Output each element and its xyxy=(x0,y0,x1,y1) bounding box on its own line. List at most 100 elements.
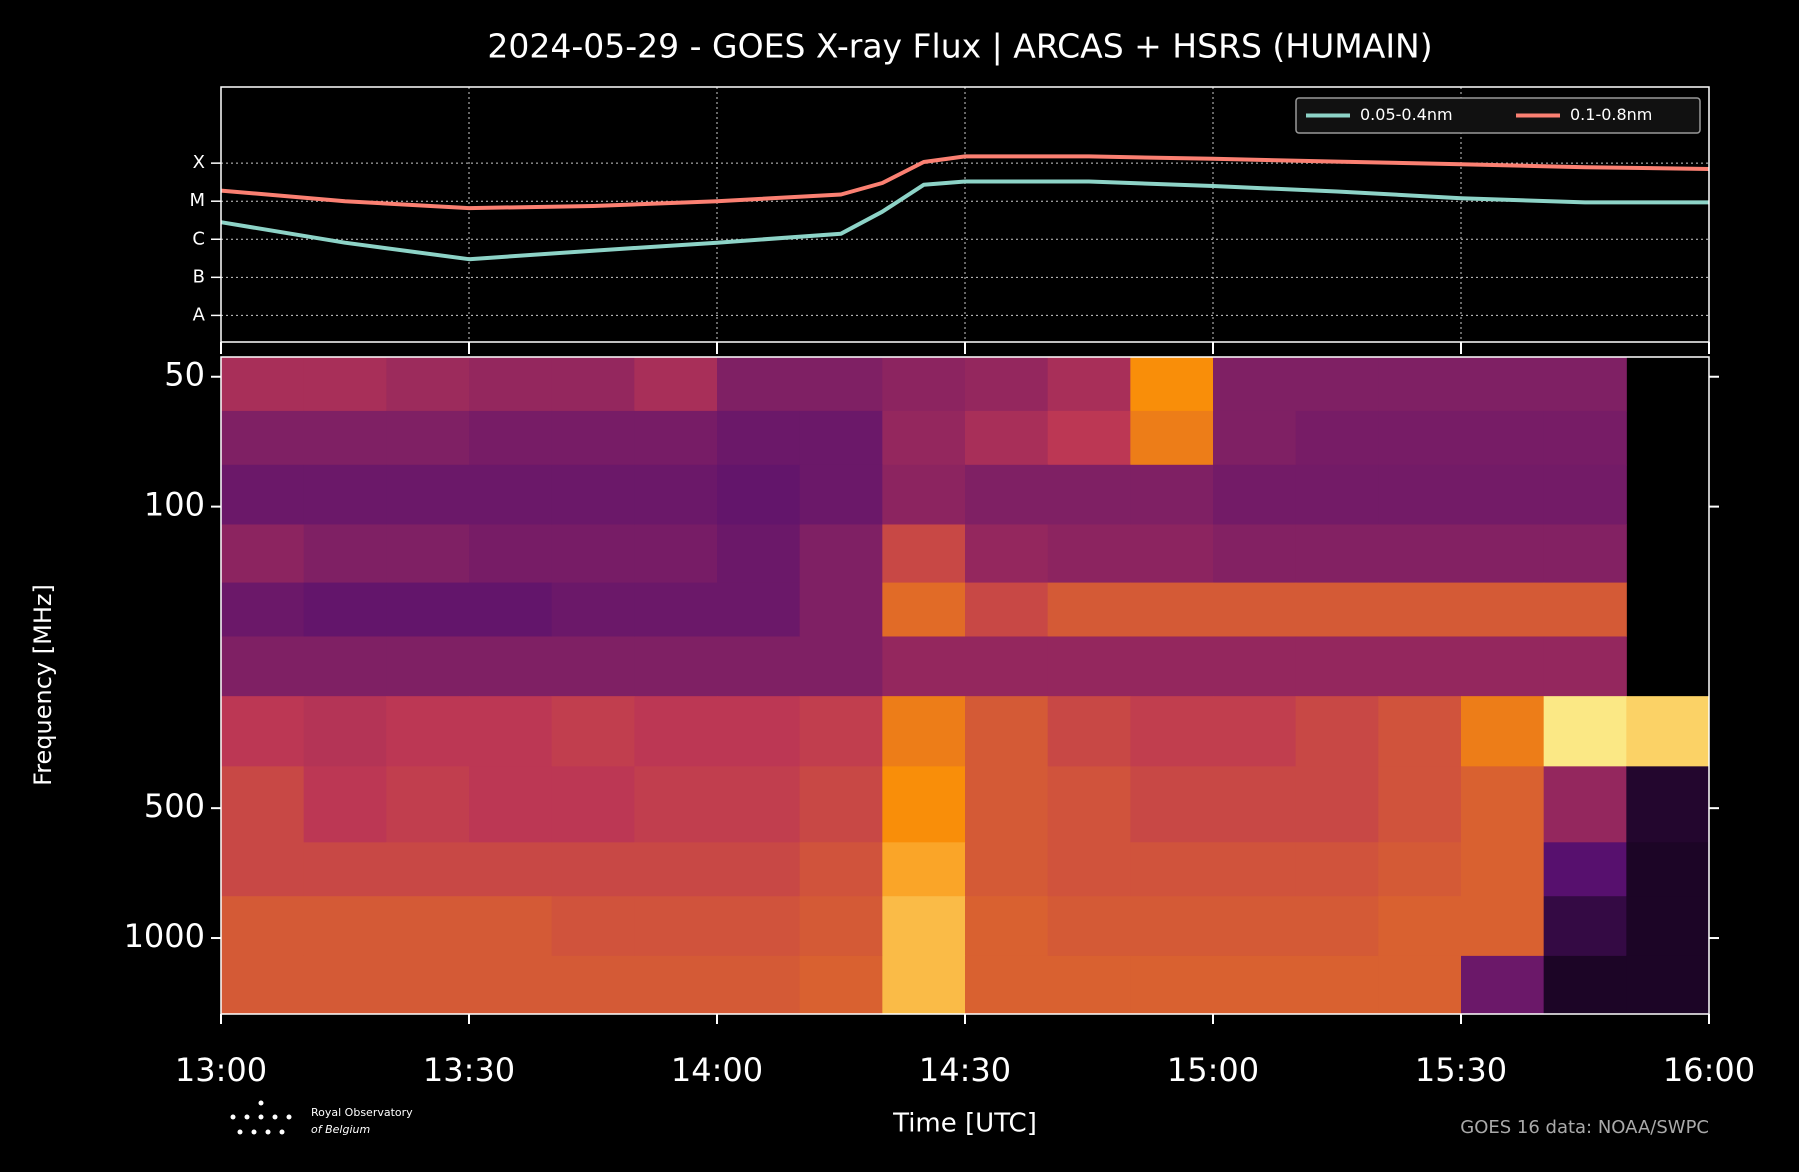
heatmap-cell xyxy=(717,842,801,897)
heatmap-cell xyxy=(799,410,883,466)
heatmap-cell xyxy=(1461,766,1545,843)
x-tick-label: 13:00 xyxy=(175,1051,267,1089)
x-axis-label: Time [UTC] xyxy=(892,1109,1037,1139)
heatmap-cell xyxy=(1543,524,1627,584)
heatmap-cell xyxy=(882,464,966,525)
heatmap-cell xyxy=(386,524,470,584)
heatmap-cell xyxy=(1378,766,1462,843)
heatmap-cell xyxy=(1461,955,1545,1015)
heatmap-cell xyxy=(469,524,553,584)
y-tick-label: A xyxy=(193,304,206,325)
heatmap-cell xyxy=(1295,766,1379,843)
heatmap-cell xyxy=(717,410,801,466)
heatmap-cell xyxy=(1047,524,1131,584)
heatmap-cell xyxy=(717,357,801,412)
heatmap-cell xyxy=(1626,766,1710,843)
y-tick-label: C xyxy=(192,228,205,249)
heatmap-cell xyxy=(1047,896,1131,957)
heatmap-cell xyxy=(1461,357,1545,412)
heatmap-cell xyxy=(221,696,305,767)
heatmap-cell xyxy=(1295,582,1379,637)
heatmap-cell xyxy=(1543,464,1627,525)
heatmap-cell xyxy=(882,582,966,637)
heatmap-cell xyxy=(799,524,883,584)
heatmap-cell xyxy=(1378,842,1462,897)
heatmap-cell xyxy=(1543,696,1627,767)
heatmap-cell xyxy=(1378,524,1462,584)
heatmap-cell xyxy=(1461,524,1545,584)
heatmap-cell xyxy=(965,696,1049,767)
heatmap-cell xyxy=(386,410,470,466)
heatmap-cell xyxy=(386,896,470,957)
heatmap-cell xyxy=(386,766,470,843)
heatmap-cell xyxy=(1378,464,1462,525)
heatmap-cell xyxy=(965,357,1049,412)
heatmap-cell xyxy=(1461,842,1545,897)
heatmap-cell xyxy=(551,464,635,525)
heatmap-cell xyxy=(799,636,883,697)
heatmap-cell xyxy=(221,582,305,637)
heatmap-cell xyxy=(1378,636,1462,697)
heatmap-cell xyxy=(1295,410,1379,466)
x-tick-label: 14:00 xyxy=(671,1051,763,1089)
heatmap-cell xyxy=(717,636,801,697)
heatmap-cell xyxy=(1461,410,1545,466)
logo-star xyxy=(244,1114,250,1120)
series-line xyxy=(220,179,1709,262)
heatmap-cell xyxy=(221,357,305,412)
logo-star xyxy=(258,1100,264,1106)
heatmap-cell xyxy=(1047,464,1131,525)
y-tick-label: M xyxy=(189,190,205,211)
heatmap-cell xyxy=(634,896,718,957)
heatmap-cell xyxy=(303,524,387,584)
heatmap-cell xyxy=(386,357,470,412)
heatmap-cell xyxy=(386,464,470,525)
heatmap-cell xyxy=(882,524,966,584)
heatmap-cell xyxy=(1213,896,1297,957)
heatmap-cell xyxy=(469,955,553,1015)
heatmap-cell xyxy=(799,464,883,525)
heatmap-cell xyxy=(551,766,635,843)
y-tick-label: X xyxy=(193,152,205,173)
heatmap-cell xyxy=(551,582,635,637)
heatmap-cell xyxy=(1378,410,1462,466)
heatmap-cell xyxy=(634,842,718,897)
heatmap-cell xyxy=(303,696,387,767)
heatmap-cell xyxy=(1213,357,1297,412)
heatmap-cell xyxy=(1130,896,1214,957)
heatmap-cell xyxy=(469,696,553,767)
heatmap-cell xyxy=(965,636,1049,697)
heatmap-cell xyxy=(303,357,387,412)
heatmap-cell xyxy=(717,464,801,525)
heatmap-cell xyxy=(1047,955,1131,1015)
heatmap-cell xyxy=(1626,955,1710,1015)
heatmap-cell xyxy=(1213,582,1297,637)
heatmap-cell xyxy=(965,410,1049,466)
heatmap-cell xyxy=(221,955,305,1015)
heatmap-cell xyxy=(303,410,387,466)
x-tick-label: 13:30 xyxy=(423,1051,515,1089)
heatmap-cell xyxy=(799,955,883,1015)
heatmap-cell xyxy=(1543,582,1627,637)
heatmap-cell xyxy=(303,766,387,843)
heatmap-cell xyxy=(634,410,718,466)
heatmap-cell xyxy=(965,464,1049,525)
heatmap-cell xyxy=(882,955,966,1015)
heatmap-cell xyxy=(634,636,718,697)
heatmap-cell xyxy=(551,896,635,957)
heatmap-cell xyxy=(634,582,718,637)
heatmap-cell xyxy=(1461,636,1545,697)
logo-star xyxy=(272,1114,278,1120)
heatmap-cell xyxy=(386,955,470,1015)
heatmap-cell xyxy=(303,582,387,637)
heatmap-cell xyxy=(1295,896,1379,957)
y-tick-label: 500 xyxy=(144,787,205,825)
heatmap-cell xyxy=(551,636,635,697)
heatmap-cell xyxy=(1543,896,1627,957)
y-tick-label: B xyxy=(193,266,205,287)
heatmap-cell xyxy=(386,696,470,767)
heatmap-cell xyxy=(1461,464,1545,525)
heatmap-cell xyxy=(882,636,966,697)
heatmap-cell xyxy=(1461,896,1545,957)
